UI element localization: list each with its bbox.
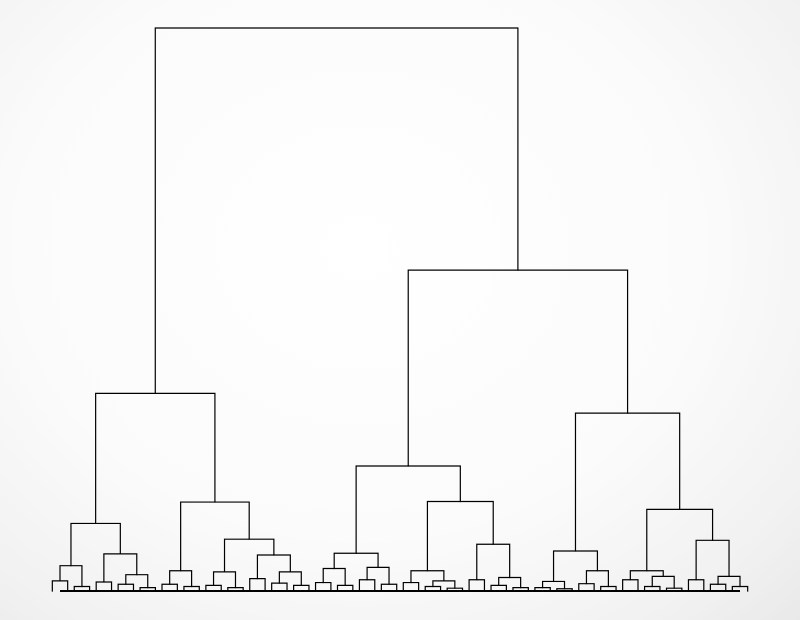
merge-link-24 bbox=[629, 570, 664, 581]
leaf-link bbox=[468, 579, 486, 592]
merge-link-22 bbox=[552, 550, 599, 583]
merge-link-0 bbox=[59, 565, 83, 588]
merge-link-12 bbox=[366, 566, 390, 585]
merge-link-26 bbox=[695, 539, 730, 581]
leaf-link bbox=[687, 579, 705, 592]
leaf-link bbox=[314, 581, 332, 592]
merge-link-9 bbox=[180, 501, 250, 572]
merge-link-13 bbox=[333, 552, 379, 570]
leaf-link bbox=[402, 581, 420, 592]
leaf-link bbox=[95, 581, 113, 592]
leaf-link bbox=[271, 582, 288, 592]
merge-link-28 bbox=[574, 412, 681, 552]
leaf-link bbox=[249, 578, 266, 592]
leaf-link bbox=[358, 579, 376, 592]
dendrogram-links bbox=[51, 27, 749, 592]
merge-link-7 bbox=[256, 554, 291, 580]
leaf-link bbox=[51, 580, 69, 592]
merge-link-29 bbox=[407, 269, 629, 467]
merge-link-30 bbox=[154, 27, 519, 394]
merge-link-25 bbox=[717, 575, 741, 588]
merge-link-1 bbox=[125, 574, 149, 589]
merge-link-2 bbox=[103, 553, 138, 583]
leaf-link bbox=[578, 583, 595, 592]
merge-link-18 bbox=[426, 500, 494, 572]
leaf-link bbox=[622, 579, 639, 592]
merge-link-16 bbox=[498, 576, 522, 589]
merge-link-17 bbox=[476, 543, 511, 581]
leaf-link bbox=[117, 583, 135, 592]
leaf-link bbox=[709, 583, 727, 592]
merge-link-19 bbox=[355, 465, 461, 554]
merge-link-10 bbox=[95, 392, 216, 525]
leaf-link bbox=[380, 583, 398, 592]
leaf-link bbox=[161, 583, 178, 592]
merge-link-3 bbox=[70, 522, 121, 567]
